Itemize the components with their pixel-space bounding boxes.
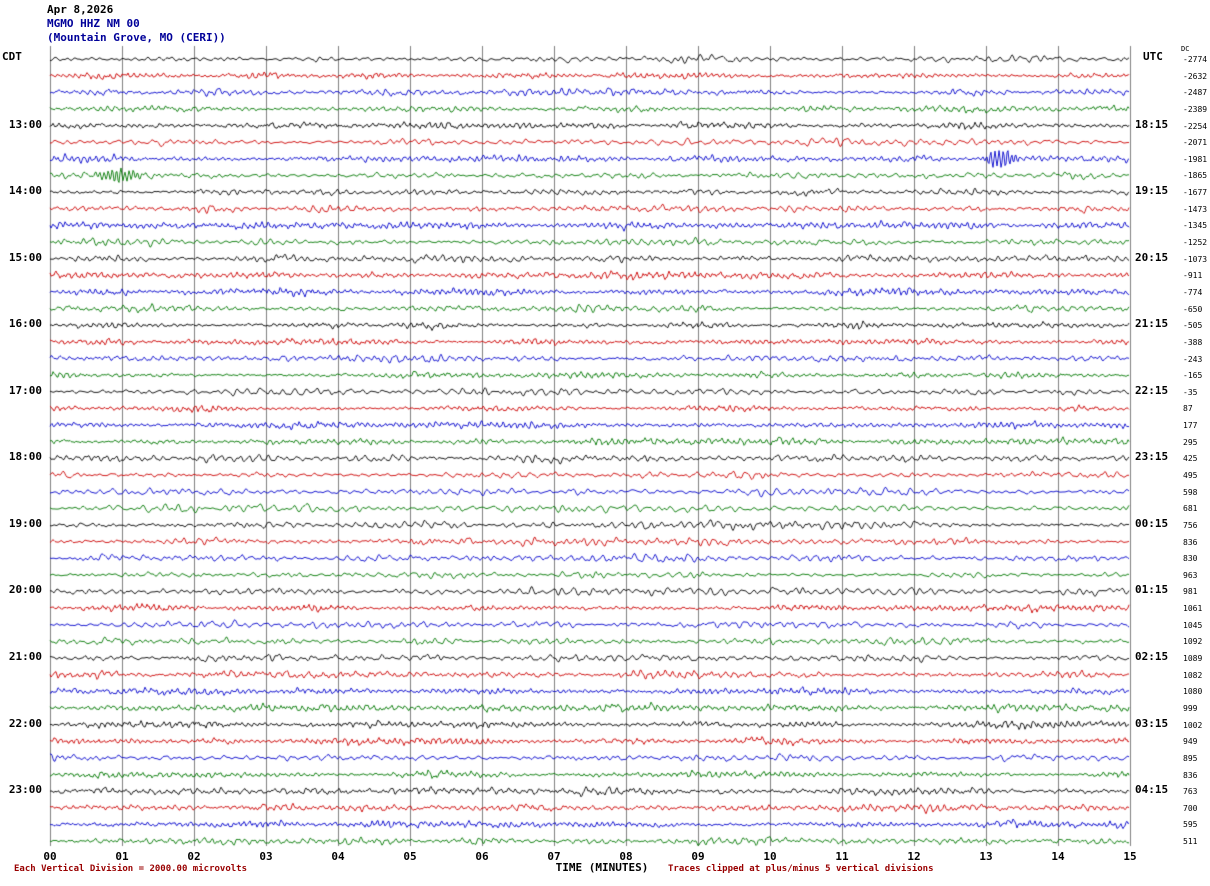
dc-offset-value: -2071 bbox=[1183, 138, 1208, 148]
x-axis-tick-label: 08 bbox=[619, 850, 633, 863]
left-timezone-label: CDT bbox=[2, 50, 22, 63]
utc-hour-label: 20:15 bbox=[1135, 250, 1169, 264]
cdt-hour-label: 14:00 bbox=[8, 184, 42, 198]
dc-offset-value: -1073 bbox=[1183, 254, 1208, 264]
utc-hour-label: 00:15 bbox=[1135, 516, 1169, 530]
utc-hour-label: 04:15 bbox=[1135, 783, 1169, 797]
x-axis-tick-label: 10 bbox=[763, 850, 777, 863]
dc-offset-value: -1345 bbox=[1183, 221, 1208, 231]
dc-offset-value: -774 bbox=[1183, 287, 1203, 297]
dc-offset-value: -1677 bbox=[1183, 188, 1208, 198]
x-axis-tick-label: 00 bbox=[43, 850, 57, 863]
dc-offset-value: 836 bbox=[1183, 770, 1198, 780]
dc-offset-value: 700 bbox=[1183, 803, 1198, 813]
dc-offset-value: -911 bbox=[1183, 271, 1203, 281]
right-timezone-label: UTC bbox=[1143, 50, 1163, 63]
dc-offset-value: 981 bbox=[1183, 587, 1198, 597]
dc-offset-value: -1865 bbox=[1183, 171, 1208, 181]
dc-offset-value: -165 bbox=[1183, 371, 1203, 381]
x-axis-tick-label: 11 bbox=[835, 850, 849, 863]
utc-hour-label: 01:15 bbox=[1135, 583, 1169, 597]
x-axis-tick-label: 13 bbox=[979, 850, 993, 863]
header-station: MGMO HHZ NM 00 bbox=[47, 17, 140, 30]
dc-offset-value: 1061 bbox=[1183, 604, 1203, 614]
dc-offset-value: -2774 bbox=[1183, 55, 1208, 64]
dc-offset-value: -2254 bbox=[1183, 121, 1208, 131]
x-axis-tick-label: 03 bbox=[259, 850, 273, 863]
footer-scale-note: Each Vertical Division = 2000.00 microvo… bbox=[14, 864, 247, 874]
dc-offset-value: 1002 bbox=[1183, 720, 1203, 730]
cdt-hour-label: 13:00 bbox=[8, 117, 42, 131]
x-axis-tick-label: 01 bbox=[115, 850, 129, 863]
x-axis-tick-label: 14 bbox=[1051, 850, 1065, 863]
cdt-hour-label: 16:00 bbox=[8, 317, 42, 331]
dc-offset-value: 681 bbox=[1183, 504, 1198, 514]
dc-offset-value: 1082 bbox=[1183, 670, 1203, 680]
cdt-hour-label: 17:00 bbox=[8, 383, 42, 397]
x-axis-tick-label: 04 bbox=[331, 850, 345, 863]
footer-clip-note: Traces clipped at plus/minus 5 vertical … bbox=[668, 864, 934, 874]
dc-offset-value: 495 bbox=[1183, 471, 1198, 480]
cdt-hour-label: 19:00 bbox=[8, 516, 42, 530]
cdt-hour-label: 18:00 bbox=[8, 450, 42, 464]
dc-offset-value: 756 bbox=[1183, 520, 1198, 530]
dc-offset-value: 598 bbox=[1183, 487, 1198, 497]
dc-offset-value: 425 bbox=[1183, 454, 1198, 464]
cdt-hour-label: 23:00 bbox=[8, 783, 42, 797]
utc-hour-label: 18:15 bbox=[1135, 117, 1169, 131]
header-date: Apr 8,2026 bbox=[47, 3, 114, 16]
dc-offset-value: -1252 bbox=[1183, 238, 1208, 248]
dc-offset-value: 87 bbox=[1183, 404, 1193, 414]
cdt-hour-label: 22:00 bbox=[8, 716, 42, 730]
dc-offset-value: -2632 bbox=[1183, 71, 1208, 81]
utc-hour-label: 03:15 bbox=[1135, 716, 1169, 730]
dc-offset-value: 895 bbox=[1183, 753, 1198, 763]
x-axis-tick-label: 07 bbox=[547, 850, 561, 863]
dc-offset-value: -35 bbox=[1183, 387, 1198, 397]
x-axis-tick-label: 12 bbox=[907, 850, 921, 863]
dc-offset-value: -1981 bbox=[1183, 154, 1208, 164]
cdt-hour-label: 15:00 bbox=[8, 250, 42, 264]
dc-offset-value: -388 bbox=[1183, 337, 1203, 347]
utc-hour-label: 22:15 bbox=[1135, 383, 1169, 397]
utc-hour-label: 02:15 bbox=[1135, 650, 1169, 664]
dc-offset-value: 595 bbox=[1183, 820, 1198, 830]
cdt-hour-label: 20:00 bbox=[8, 583, 42, 597]
dc-offset-value: 177 bbox=[1183, 421, 1198, 431]
dc-offset-value: 949 bbox=[1183, 737, 1198, 747]
x-axis-tick-label: 05 bbox=[403, 850, 417, 863]
dc-offset-value: 1089 bbox=[1183, 654, 1203, 664]
dc-offset-value: 963 bbox=[1183, 570, 1198, 580]
cdt-hour-label: 21:00 bbox=[8, 650, 42, 664]
dc-offset-value: 830 bbox=[1183, 554, 1198, 564]
x-axis-title: TIME (MINUTES) bbox=[555, 861, 649, 874]
dc-offset-value: 295 bbox=[1183, 437, 1198, 447]
utc-hour-label: 21:15 bbox=[1135, 317, 1169, 331]
dc-offset-value: 1080 bbox=[1183, 687, 1203, 697]
dc-offset-value: -650 bbox=[1183, 304, 1203, 314]
utc-hour-label: 23:15 bbox=[1135, 450, 1169, 464]
dc-offset-value: 511 bbox=[1183, 837, 1198, 847]
dc-offset-value: -243 bbox=[1183, 354, 1203, 364]
x-axis-tick-label: 15 bbox=[1123, 850, 1137, 863]
utc-hour-label: 19:15 bbox=[1135, 184, 1169, 198]
header-location: (Mountain Grove, MO (CERI)) bbox=[47, 31, 226, 44]
dc-offset-value: -505 bbox=[1183, 321, 1203, 331]
dc-offset-value: 999 bbox=[1183, 703, 1198, 713]
dc-offset-label: DC bbox=[1181, 45, 1190, 53]
x-axis-tick-label: 06 bbox=[475, 850, 489, 863]
dc-offset-value: 763 bbox=[1183, 787, 1198, 797]
dc-offset-value: 836 bbox=[1183, 537, 1198, 547]
dc-offset-value: -1473 bbox=[1183, 204, 1208, 214]
x-axis-tick-label: 02 bbox=[187, 850, 201, 863]
dc-offset-value: 1092 bbox=[1183, 637, 1203, 647]
dc-offset-value: -2389 bbox=[1183, 104, 1208, 114]
dc-offset-value: -2487 bbox=[1183, 88, 1208, 98]
x-axis-tick-label: 09 bbox=[691, 850, 705, 863]
dc-offset-value: 1045 bbox=[1183, 620, 1203, 630]
